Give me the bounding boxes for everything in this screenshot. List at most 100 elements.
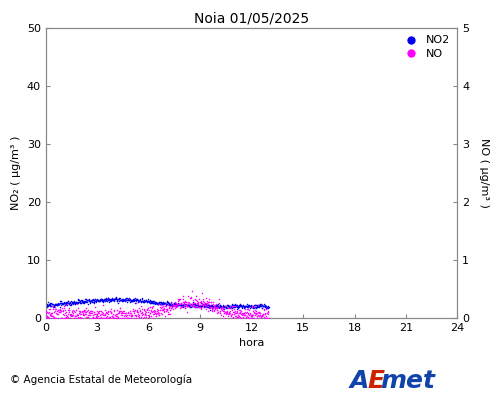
Point [184, 300, 192, 306]
Point [154, 307, 162, 314]
Point [176, 301, 184, 308]
Point [98, 312, 106, 318]
Point [57, 308, 65, 314]
Point [241, 303, 249, 310]
Point [112, 313, 120, 319]
Point [156, 307, 164, 313]
Point [220, 303, 228, 310]
Point [90, 311, 98, 317]
Point [94, 297, 102, 303]
Point [96, 297, 104, 303]
Point [127, 296, 135, 303]
Point [161, 300, 169, 306]
Point [62, 313, 70, 320]
Point [42, 303, 50, 310]
Point [174, 299, 182, 306]
Point [255, 309, 263, 315]
Point [219, 302, 227, 308]
Point [175, 301, 183, 307]
Point [188, 288, 196, 294]
Point [90, 300, 98, 306]
Point [133, 308, 141, 314]
Point [133, 297, 141, 303]
Point [153, 307, 161, 313]
Point [142, 297, 150, 303]
Point [198, 303, 205, 309]
Point [224, 310, 232, 316]
Point [58, 298, 66, 305]
Point [78, 308, 86, 314]
Point [144, 299, 152, 305]
Point [258, 312, 266, 319]
Point [252, 304, 260, 310]
Point [124, 312, 132, 319]
Point [50, 303, 58, 310]
Point [170, 303, 178, 309]
Point [84, 300, 92, 307]
Point [106, 299, 114, 305]
Point [224, 302, 232, 308]
Point [174, 301, 182, 308]
Point [60, 315, 68, 321]
Point [60, 305, 68, 311]
Point [238, 303, 246, 309]
Point [216, 304, 224, 310]
Point [49, 303, 57, 309]
Point [225, 305, 233, 311]
Point [44, 314, 52, 320]
Point [197, 299, 205, 306]
Point [201, 300, 209, 306]
Point [62, 301, 70, 308]
Point [140, 310, 148, 317]
Point [120, 313, 128, 320]
Point [59, 308, 67, 314]
Point [132, 295, 140, 302]
Point [120, 296, 128, 303]
Point [149, 303, 157, 309]
Point [262, 306, 270, 312]
Point [177, 300, 185, 307]
Point [237, 303, 245, 309]
Point [140, 305, 148, 312]
Point [164, 309, 172, 315]
Point [232, 315, 240, 321]
Point [257, 314, 265, 320]
Point [152, 313, 160, 320]
Point [52, 311, 60, 317]
Point [70, 312, 78, 319]
Point [223, 302, 231, 308]
Point [262, 303, 270, 309]
Point [242, 304, 250, 310]
Point [182, 299, 190, 305]
Point [185, 304, 193, 310]
Point [131, 296, 139, 303]
Point [48, 301, 56, 307]
Point [80, 299, 88, 305]
Point [91, 296, 99, 303]
Point [240, 304, 248, 310]
Point [73, 310, 81, 317]
Point [160, 300, 168, 307]
Point [142, 309, 150, 316]
Point [260, 306, 268, 312]
Point [122, 313, 130, 319]
Point [134, 297, 142, 304]
Point [174, 301, 182, 307]
Point [178, 304, 186, 310]
Point [242, 315, 250, 321]
Point [204, 303, 212, 310]
Point [158, 310, 166, 317]
Point [215, 299, 223, 306]
Point [54, 301, 62, 308]
Point [196, 303, 204, 309]
Point [108, 309, 116, 316]
Point [164, 298, 172, 305]
Point [130, 308, 138, 314]
Point [96, 296, 104, 302]
Point [240, 312, 248, 318]
Point [154, 300, 162, 307]
Point [185, 302, 193, 308]
Point [134, 296, 141, 303]
Point [42, 301, 50, 308]
Point [124, 295, 132, 302]
